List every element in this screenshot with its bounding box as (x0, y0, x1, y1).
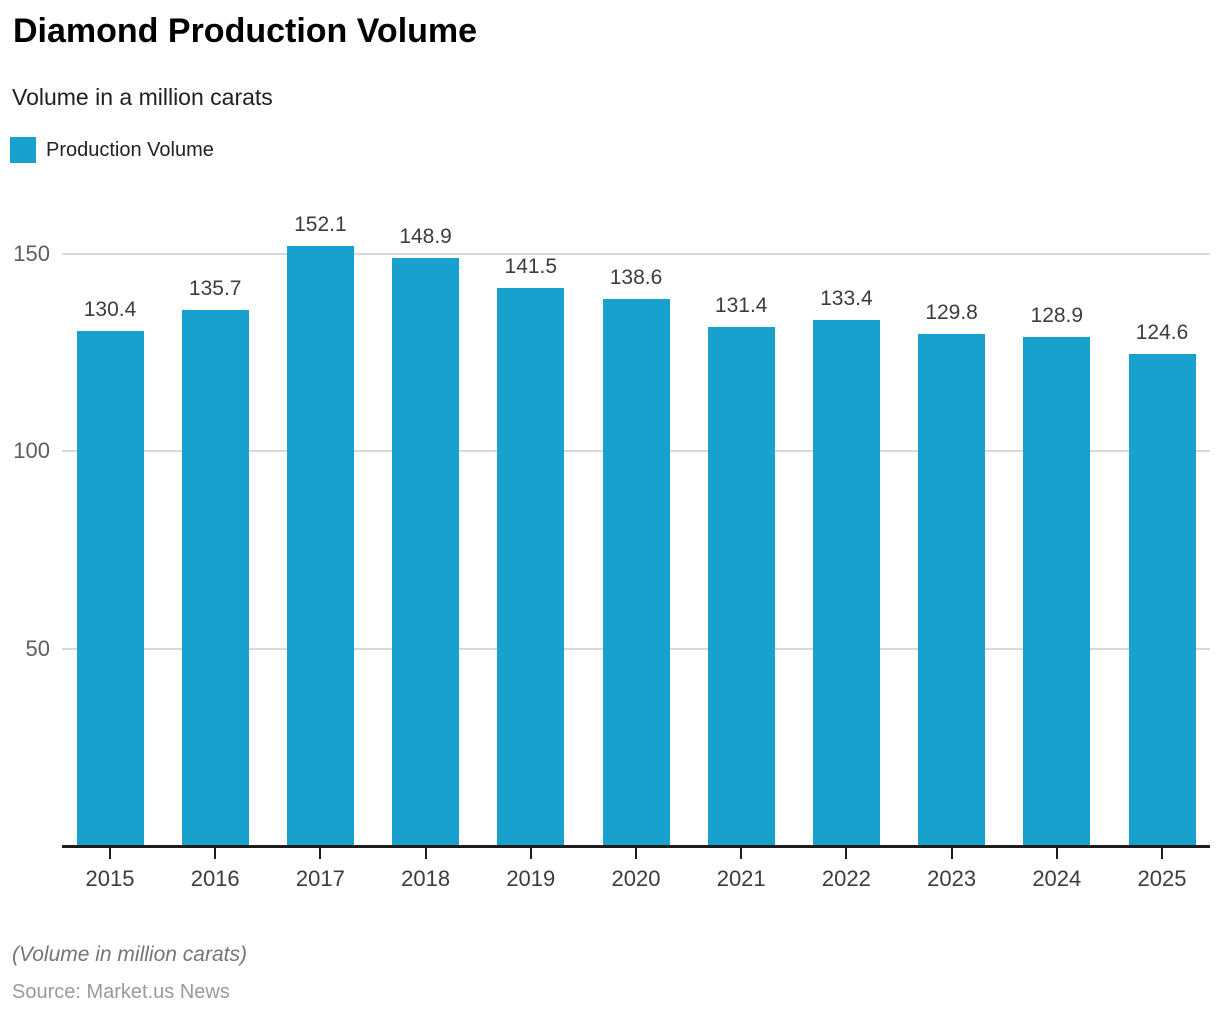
x-axis-tick-2024 (1055, 848, 1058, 859)
y-axis-label-50: 50 (25, 635, 50, 661)
legend-label: Production Volume (46, 138, 214, 161)
bar-2025[interactable] (1128, 354, 1196, 846)
bar-2023[interactable] (918, 333, 986, 846)
page-title: Diamond Production Volume (13, 12, 478, 50)
legend-swatch-icon (10, 137, 36, 163)
bar-2022[interactable] (812, 319, 880, 846)
value-label-2025: 124.6 (1135, 321, 1189, 345)
footer-source: Source: Market.us News (12, 981, 230, 1003)
value-label-2022: 133.4 (820, 286, 873, 310)
x-axis-tick-2016 (214, 848, 217, 859)
y-axis-label-150: 150 (13, 241, 50, 266)
value-label-2018: 148.9 (399, 225, 452, 249)
x-axis-label-2018: 2018 (401, 866, 451, 891)
x-axis-label-2016: 2016 (190, 866, 240, 891)
x-axis-tick-2019 (529, 848, 532, 859)
value-label-2020: 138.6 (609, 265, 663, 289)
legend-item-production-volume[interactable]: Production Volume (10, 137, 214, 163)
x-axis-label-2024: 2024 (1032, 866, 1082, 891)
chart-subtitle: Volume in a million carats (12, 84, 273, 110)
value-label-2016: 135.7 (188, 277, 242, 301)
x-axis-tick-2023 (950, 848, 953, 859)
x-axis-label-2025: 2025 (1137, 866, 1187, 891)
bar-2017[interactable] (286, 245, 354, 846)
gridline-150 (62, 253, 1210, 255)
value-label-2015: 130.4 (83, 298, 137, 322)
x-axis-label-2019: 2019 (506, 866, 556, 891)
bar-2021[interactable] (707, 327, 775, 846)
x-axis-tick-2017 (319, 848, 322, 859)
x-axis-tick-2025 (1161, 848, 1163, 859)
y-axis-label-100: 100 (13, 438, 50, 464)
x-axis-label-2017: 2017 (295, 866, 345, 891)
x-axis-label-2022: 2022 (821, 866, 871, 891)
bar-2024[interactable] (1023, 337, 1091, 846)
x-axis-tick-2021 (740, 848, 743, 859)
bar-2018[interactable] (392, 258, 460, 846)
bar-2019[interactable] (497, 287, 565, 846)
bar-2016[interactable] (181, 310, 249, 846)
x-axis-label-2021: 2021 (716, 866, 766, 891)
x-axis-label-2023: 2023 (927, 866, 977, 891)
x-axis-tick-2015 (109, 848, 111, 859)
x-axis-line (62, 845, 1210, 848)
x-axis-tick-2020 (635, 848, 637, 859)
bar-2015[interactable] (76, 331, 144, 846)
value-label-2019: 141.5 (504, 254, 558, 278)
value-label-2021: 131.4 (714, 294, 768, 318)
value-label-2023: 129.8 (925, 300, 978, 324)
value-label-2024: 128.9 (1030, 304, 1084, 328)
x-axis-label-2015: 2015 (85, 866, 135, 891)
x-axis-tick-2018 (424, 848, 427, 859)
x-axis-tick-2022 (845, 848, 848, 859)
bar-2020[interactable] (602, 298, 670, 846)
footer-note: (Volume in million carats) (12, 943, 247, 966)
value-label-2017: 152.1 (294, 212, 347, 236)
x-axis-label-2020: 2020 (611, 866, 661, 891)
